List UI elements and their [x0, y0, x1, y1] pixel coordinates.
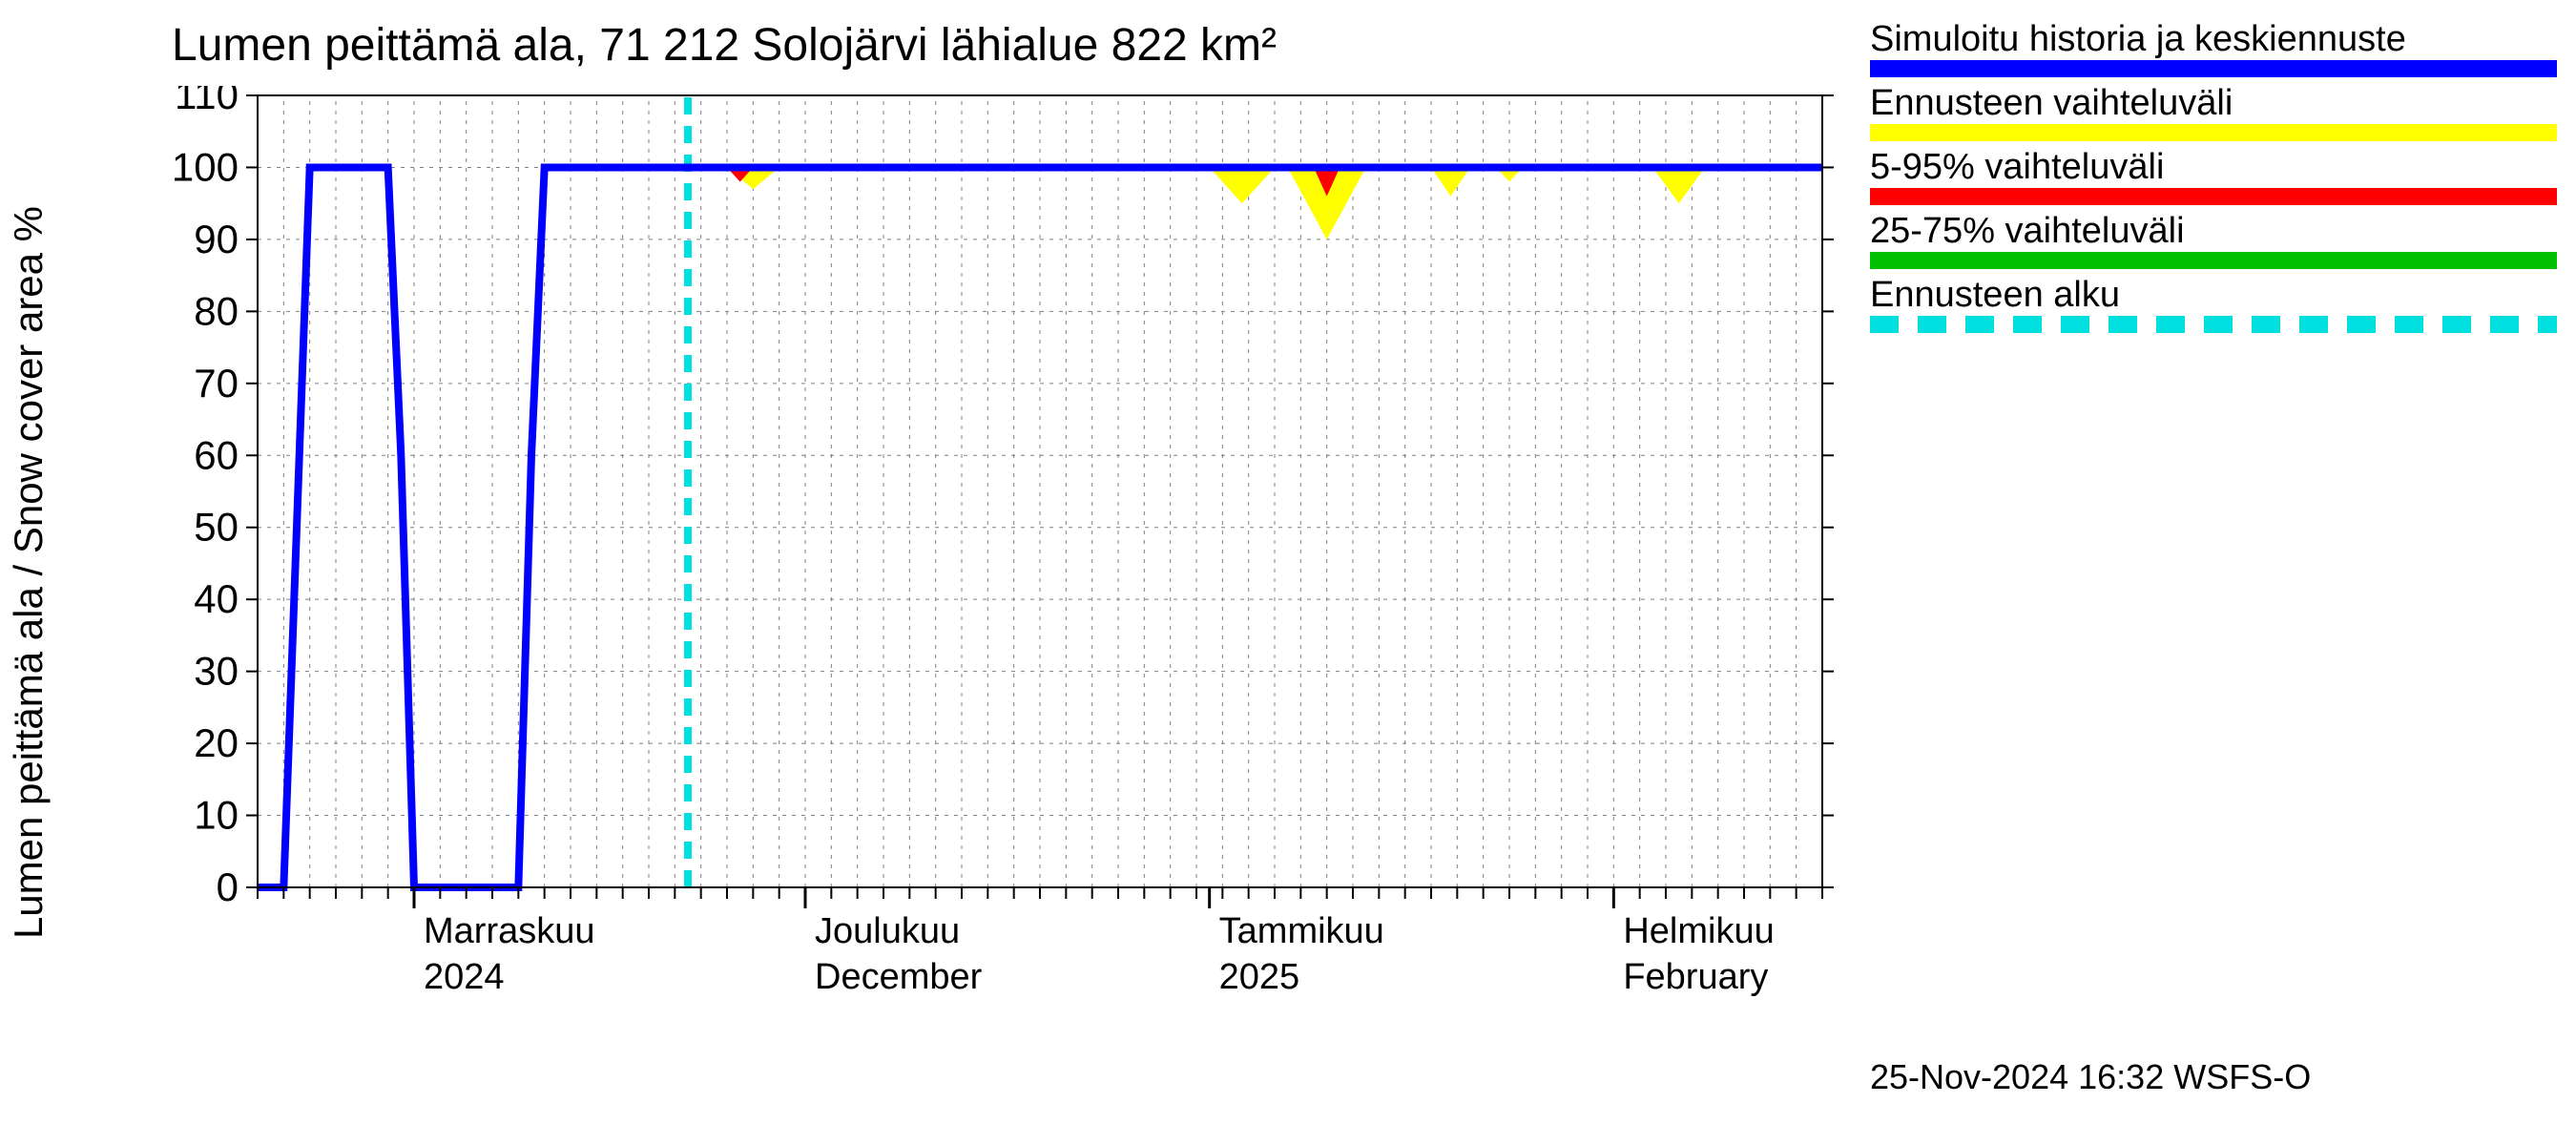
svg-text:100: 100: [172, 144, 239, 189]
svg-text:80: 80: [194, 288, 239, 333]
svg-text:70: 70: [194, 361, 239, 406]
svg-text:0: 0: [217, 864, 239, 909]
plot-svg: 0 10 20 30 40 50 60 70 80 90 100 110 Marraskuu 2024 Jo…: [172, 86, 1851, 1011]
y-axis-label: Lumen peittämä ala / Snow cover area %: [6, 48, 52, 1097]
svg-text:30: 30: [194, 649, 239, 694]
svg-text:December: December: [815, 957, 983, 997]
legend-item: Ennusteen alku: [1870, 275, 2557, 333]
svg-text:90: 90: [194, 217, 239, 261]
svg-text:Helmikuu: Helmikuu: [1623, 911, 1774, 951]
legend-label: 25-75% vaihteluväli: [1870, 211, 2557, 252]
svg-text:110: 110: [175, 86, 239, 117]
svg-text:2024: 2024: [424, 957, 505, 997]
legend: Simuloitu historia ja keskiennuste Ennust…: [1870, 19, 2557, 339]
chart-container: Lumen peittämä ala, 71 212 Solojärvi läh…: [0, 0, 2576, 1145]
legend-item: Ennusteen vaihteluväli: [1870, 83, 2557, 141]
legend-label: 5-95% vaihteluväli: [1870, 147, 2557, 188]
svg-text:50: 50: [194, 505, 239, 550]
svg-text:10: 10: [194, 793, 239, 838]
svg-text:60: 60: [194, 432, 239, 477]
legend-item: 5-95% vaihteluväli: [1870, 147, 2557, 205]
svg-text:2025: 2025: [1219, 957, 1300, 997]
chart-title: Lumen peittämä ala, 71 212 Solojärvi läh…: [172, 19, 1277, 72]
legend-item: 25-75% vaihteluväli: [1870, 211, 2557, 269]
legend-swatch: [1870, 252, 2557, 269]
legend-swatch: [1870, 188, 2557, 205]
plot-area: 0 10 20 30 40 50 60 70 80 90 100 110 Marraskuu 2024 Jo…: [172, 86, 1851, 1011]
legend-label: Ennusteen vaihteluväli: [1870, 83, 2557, 124]
legend-swatch: [1870, 60, 2557, 77]
svg-text:February: February: [1623, 957, 1768, 997]
legend-swatch: [1870, 124, 2557, 141]
legend-label: Simuloitu historia ja keskiennuste: [1870, 19, 2557, 60]
legend-label: Ennusteen alku: [1870, 275, 2557, 316]
svg-text:40: 40: [194, 576, 239, 621]
timestamp-label: 25-Nov-2024 16:32 WSFS-O: [1870, 1057, 2311, 1097]
legend-item: Simuloitu historia ja keskiennuste: [1870, 19, 2557, 77]
svg-text:Tammikuu: Tammikuu: [1219, 911, 1384, 951]
svg-text:20: 20: [194, 720, 239, 765]
legend-swatch: [1870, 316, 2557, 333]
svg-text:Marraskuu: Marraskuu: [424, 911, 595, 951]
svg-text:Joulukuu: Joulukuu: [815, 911, 960, 951]
